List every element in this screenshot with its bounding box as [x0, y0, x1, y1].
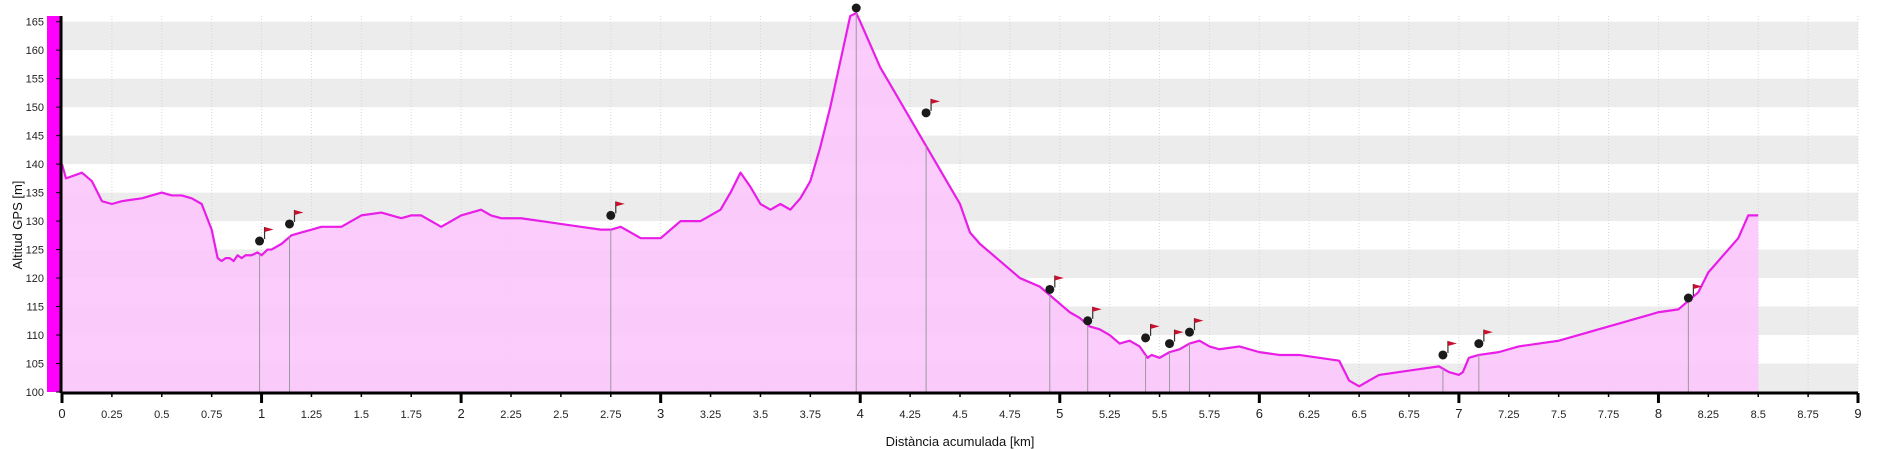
- x-tick-label: 5.25: [1099, 409, 1120, 421]
- x-tick-label: 3: [657, 406, 664, 421]
- waypoint-dot: [1083, 316, 1093, 326]
- flag-icon: [931, 98, 941, 104]
- x-tick-label: 0.5: [154, 409, 169, 421]
- elevation-area: [60, 12, 1759, 392]
- x-tick-label: 7: [1455, 406, 1462, 421]
- waypoint-droplines: [259, 13, 1689, 392]
- flag-icon: [615, 201, 625, 207]
- y-tick-label: 105: [26, 359, 44, 371]
- y-tick-label: 135: [26, 188, 44, 200]
- flag-icon: [1150, 323, 1160, 329]
- waypoint-dot: [284, 219, 294, 229]
- waypoint-dot: [1045, 284, 1055, 294]
- x-tick-label: 1.75: [401, 409, 422, 421]
- waypoint-markers: [255, 3, 1703, 360]
- x-tick-label: 3.5: [753, 409, 768, 421]
- y-tick-label: 165: [26, 17, 44, 29]
- x-tick-label: 5.5: [1152, 409, 1167, 421]
- waypoint-dot: [255, 236, 265, 246]
- x-tick-label: 8.5: [1751, 409, 1766, 421]
- flag-icon: [1054, 275, 1064, 281]
- x-tick-label: 1.25: [301, 409, 322, 421]
- y-tick-label: 125: [26, 245, 44, 257]
- y-tick-label: 120: [26, 273, 44, 285]
- y-tick-label: 110: [26, 330, 44, 342]
- grid-bands: [62, 21, 1858, 392]
- flag-icon: [1447, 340, 1457, 346]
- waypoint-dot: [606, 210, 616, 220]
- y-tick-label: 160: [26, 45, 44, 57]
- x-tick-label: 2.5: [553, 409, 568, 421]
- x-tick-label: 0: [58, 406, 65, 421]
- x-tick-label: 3.25: [700, 409, 721, 421]
- y-tick-label: 155: [26, 74, 44, 86]
- elevation-line: [60, 12, 1759, 388]
- x-tick-label: 4.75: [999, 409, 1020, 421]
- grid-band: [62, 78, 1858, 108]
- elevation-fill: [62, 13, 1759, 392]
- flag-icon: [294, 209, 304, 215]
- waypoint-dot: [1141, 333, 1151, 343]
- x-tick-label: 6: [1256, 406, 1263, 421]
- x-axis-title: Distància acumulada [km]: [886, 434, 1035, 449]
- x-tick-label: 0.25: [101, 409, 122, 421]
- waypoint-dot: [1474, 339, 1484, 349]
- y-tick-label: 115: [26, 302, 44, 314]
- x-tick-label: 4.25: [899, 409, 920, 421]
- x-tick-label: 5: [1056, 406, 1063, 421]
- flag-icon: [1174, 329, 1184, 335]
- grid-band: [62, 21, 1858, 51]
- x-tick-label: 0.75: [201, 409, 222, 421]
- x-tick-label: 2.75: [600, 409, 621, 421]
- x-tick-label: 7.25: [1498, 409, 1519, 421]
- y-tick-label: 100: [26, 387, 44, 399]
- x-tick-label: 8.25: [1698, 409, 1719, 421]
- x-tick-label: 8.75: [1797, 409, 1818, 421]
- y-axis-title: Altitud GPS [m]: [10, 181, 25, 270]
- x-tick-label: 2.25: [500, 409, 521, 421]
- flag-icon: [1092, 306, 1102, 312]
- waypoint-dot: [1184, 327, 1194, 337]
- y-tick-label: 150: [26, 102, 44, 114]
- x-tick-label: 8: [1655, 406, 1662, 421]
- x-tick-label: 1: [258, 406, 265, 421]
- x-tick-label: 6.75: [1398, 409, 1419, 421]
- x-tick-label: 3.75: [800, 409, 821, 421]
- waypoint-dot: [851, 3, 861, 13]
- flag-icon: [1483, 329, 1493, 335]
- flag-icon: [1693, 284, 1703, 289]
- x-tick-label: 9: [1854, 406, 1861, 421]
- y-tick-label: 145: [26, 131, 44, 143]
- x-tick-label: 6.5: [1351, 409, 1366, 421]
- x-tick-labels: 0 0.25 0.5 0.75 1 1.25 1.5 1.75 2 2.25 2.5 2.75 3 3.2…: [58, 393, 1862, 421]
- flag-icon: [264, 227, 274, 233]
- x-tick-label: 7.75: [1598, 409, 1619, 421]
- grid-band: [62, 135, 1858, 165]
- x-tick-label: 7.5: [1551, 409, 1566, 421]
- flag-icon: [1194, 318, 1204, 324]
- waypoint-dot: [921, 108, 931, 118]
- x-tick-label: 4.5: [952, 409, 967, 421]
- waypoint-dot: [1683, 293, 1693, 303]
- y-tick-label: 130: [26, 216, 44, 228]
- x-tick-label: 4: [857, 406, 864, 421]
- y-tick-label: 140: [26, 159, 44, 171]
- waypoint-dot: [1438, 350, 1448, 360]
- x-tick-label: 2: [457, 406, 464, 421]
- x-tick-label: 6.25: [1299, 409, 1320, 421]
- x-tick-label: 5.75: [1199, 409, 1220, 421]
- waypoint-dot: [1165, 339, 1175, 349]
- x-tick-label: 1.5: [354, 409, 369, 421]
- y-axis-color-bar: [47, 16, 60, 392]
- y-tick-labels: 100 105 110 115 120 125 130 135 140 145 150 155 160 1…: [26, 17, 62, 399]
